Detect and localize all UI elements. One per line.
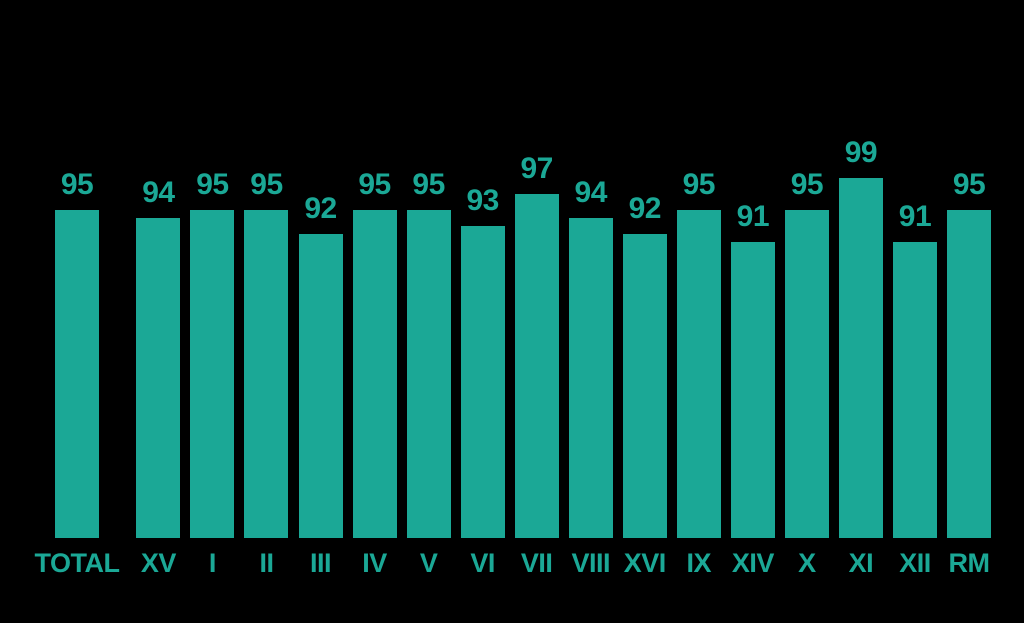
bar-value-label: 92 [304,192,337,225]
category-label: VII [520,548,553,578]
category-label: IX [686,548,712,578]
bar [460,226,505,538]
bar [568,218,613,538]
bar [136,218,181,538]
bar-value-label: 95 [682,168,716,201]
bar [298,234,343,538]
bar-value-label: 93 [466,184,499,217]
category-label: II [259,548,274,578]
bar [352,210,397,538]
bar [784,210,829,538]
bar [190,210,235,538]
bar [676,210,721,538]
bar [947,210,991,538]
bar-value-label: 91 [898,200,932,233]
bar [514,194,559,538]
category-label: III [310,548,332,578]
bar-value-label: 95 [952,168,986,201]
category-label: I [208,548,217,578]
bar-value-label: 95 [358,168,391,201]
category-label: VI [470,548,495,578]
bar-value-label: 94 [574,176,608,209]
bar-value-label: 92 [628,192,662,225]
bar-value-label: 94 [142,176,175,209]
bar [622,234,667,538]
category-label: X [798,548,816,578]
category-label: V [419,548,438,578]
bar-value-label: 99 [844,136,878,169]
bar [406,210,451,538]
category-label: XII [899,548,931,578]
bar [838,178,883,538]
bar-value-label: 91 [736,200,770,233]
category-label: XI [848,548,874,578]
bar-value-label: 97 [520,152,553,185]
bar-value-label: 95 [250,168,283,201]
bar [55,210,99,538]
bar-value-label: 95 [196,168,229,201]
bar-value-label: 95 [412,168,445,201]
bar-value-label: 95 [790,168,824,201]
bar-value-label: 95 [60,168,94,201]
category-label: XIV [731,548,775,578]
category-label: TOTAL [34,548,121,578]
category-label: IV [362,548,387,578]
category-label: VIII [571,548,610,578]
bar [244,210,289,538]
category-label: RM [948,548,991,578]
category-label: XV [140,548,177,578]
bar [730,242,775,538]
bar [892,242,937,538]
category-label: XVI [623,548,667,578]
